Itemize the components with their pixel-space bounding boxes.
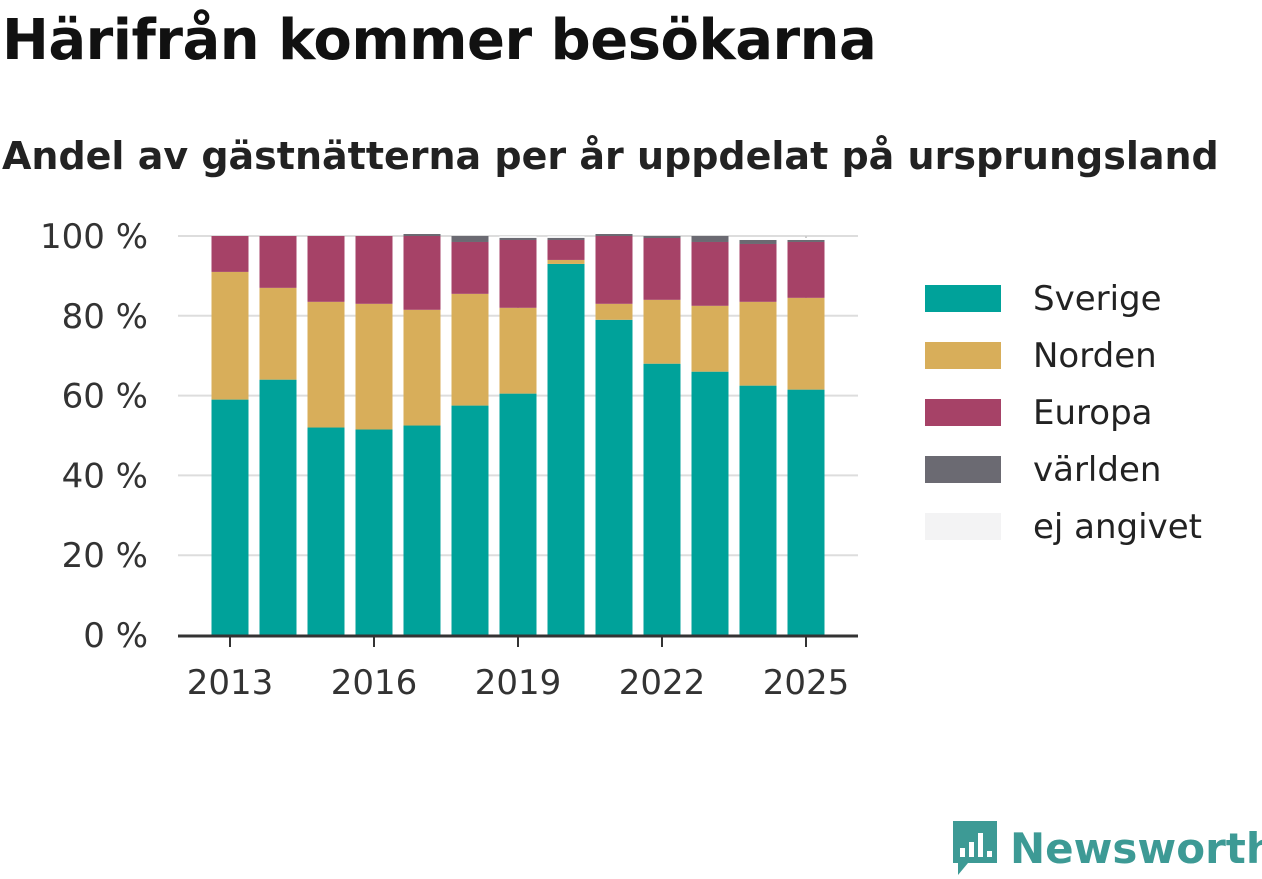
bar-segment-norden-2020 [547, 259, 585, 264]
legend-label: världen [1033, 449, 1162, 490]
x-tick-label: 2013 [187, 663, 274, 703]
bar-segment-sverige-2025 [787, 389, 825, 635]
bar-segment-sverige-2014 [259, 379, 297, 635]
legend-swatch [925, 285, 1001, 312]
bar-segment-europa-2022 [643, 237, 681, 300]
bar-segment-världen-2024 [739, 239, 777, 244]
bar-segment-sverige-2018 [451, 405, 489, 635]
bar-segment-norden-2017 [403, 309, 441, 426]
legend-swatch [925, 456, 1001, 483]
bar-segment-sverige-2020 [547, 263, 585, 635]
bar-segment-europa-2024 [739, 243, 777, 302]
bar-segment-sverige-2017 [403, 425, 441, 635]
bar-segment-europa-2013 [211, 236, 249, 272]
bar-segment-sverige-2021 [595, 319, 633, 635]
bar-segment-sverige-2016 [355, 429, 393, 635]
bar-segment-norden-2022 [643, 299, 681, 364]
bar-segment-världen-2023 [691, 236, 729, 242]
bar-segment-världen-2019 [499, 237, 537, 240]
y-tick-label: 40 % [62, 456, 148, 496]
bar-segment-norden-2024 [739, 301, 777, 386]
bar-segment-sverige-2022 [643, 363, 681, 635]
legend-label: Europa [1033, 392, 1153, 433]
bar-segment-ej-angivet-2020 [547, 236, 585, 238]
legend-label: Norden [1033, 335, 1157, 376]
legend-item: Europa [925, 384, 1202, 441]
y-tick-label: 60 % [62, 377, 148, 417]
bar-segment-europa-2017 [403, 236, 441, 310]
legend-item: Norden [925, 327, 1202, 384]
bar-segment-sverige-2023 [691, 371, 729, 635]
bar-segment-sverige-2015 [307, 427, 345, 635]
bar-segment-norden-2014 [259, 287, 297, 380]
logo-text: Newsworthy [1010, 823, 1262, 873]
y-tick-label: 80 % [62, 297, 148, 337]
bar-segment-sverige-2024 [739, 385, 777, 635]
chart-legend: Sverige Norden Europa världen ej angivet [925, 270, 1202, 555]
bar-segment-europa-2021 [595, 236, 633, 304]
legend-item: Sverige [925, 270, 1202, 327]
bar-segment-norden-2023 [691, 305, 729, 372]
chart-subtitle: Andel av gästnätterna per år uppdelat på… [2, 134, 1219, 178]
bar-segment-europa-2016 [355, 236, 393, 304]
legend-label: ej angivet [1033, 506, 1202, 547]
bar-segment-europa-2025 [787, 241, 825, 298]
bar-segment-norden-2019 [499, 307, 537, 394]
bar-segment-europa-2015 [307, 236, 345, 302]
bar-segment-norden-2015 [307, 301, 345, 428]
newsworthy-logo-icon [953, 821, 997, 875]
legend-swatch [925, 513, 1001, 540]
x-tick-label: 2025 [763, 663, 850, 703]
bar-segment-europa-2023 [691, 241, 729, 306]
bar-segment-ej-angivet-2019 [499, 236, 537, 238]
bar-segment-sverige-2013 [211, 399, 249, 635]
bar-segment-världen-2022 [643, 236, 681, 238]
y-tick-label: 20 % [62, 536, 148, 576]
x-tick-label: 2016 [331, 663, 418, 703]
x-tick-label: 2022 [619, 663, 706, 703]
legend-swatch [925, 342, 1001, 369]
bar-segment-världen-2020 [547, 237, 585, 240]
bar-segment-världen-2018 [451, 236, 489, 242]
bar-segment-europa-2014 [259, 236, 297, 288]
x-tick-label: 2019 [475, 663, 562, 703]
bar-segment-norden-2018 [451, 293, 489, 406]
legend-item: världen [925, 441, 1202, 498]
bar-segment-världen-2025 [787, 239, 825, 242]
chart-title: Härifrån kommer besökarna [2, 8, 877, 73]
bar-segment-världen-2017 [403, 234, 441, 236]
legend-swatch [925, 399, 1001, 426]
bar-segment-norden-2016 [355, 303, 393, 430]
bar-segment-europa-2019 [499, 239, 537, 308]
bar-segment-norden-2021 [595, 303, 633, 320]
bar-segment-sverige-2019 [499, 393, 537, 635]
bar-segment-norden-2013 [211, 271, 249, 400]
bar-segment-världen-2021 [595, 234, 633, 236]
bar-segment-norden-2025 [787, 297, 825, 390]
legend-item: ej angivet [925, 498, 1202, 555]
newsworthy-logo: Newsworthy [950, 818, 1262, 878]
y-tick-label: 100 % [40, 217, 148, 257]
legend-label: Sverige [1033, 278, 1162, 319]
bar-segment-europa-2020 [547, 239, 585, 260]
bar-segment-europa-2018 [451, 241, 489, 294]
y-tick-label: 0 % [83, 616, 148, 656]
